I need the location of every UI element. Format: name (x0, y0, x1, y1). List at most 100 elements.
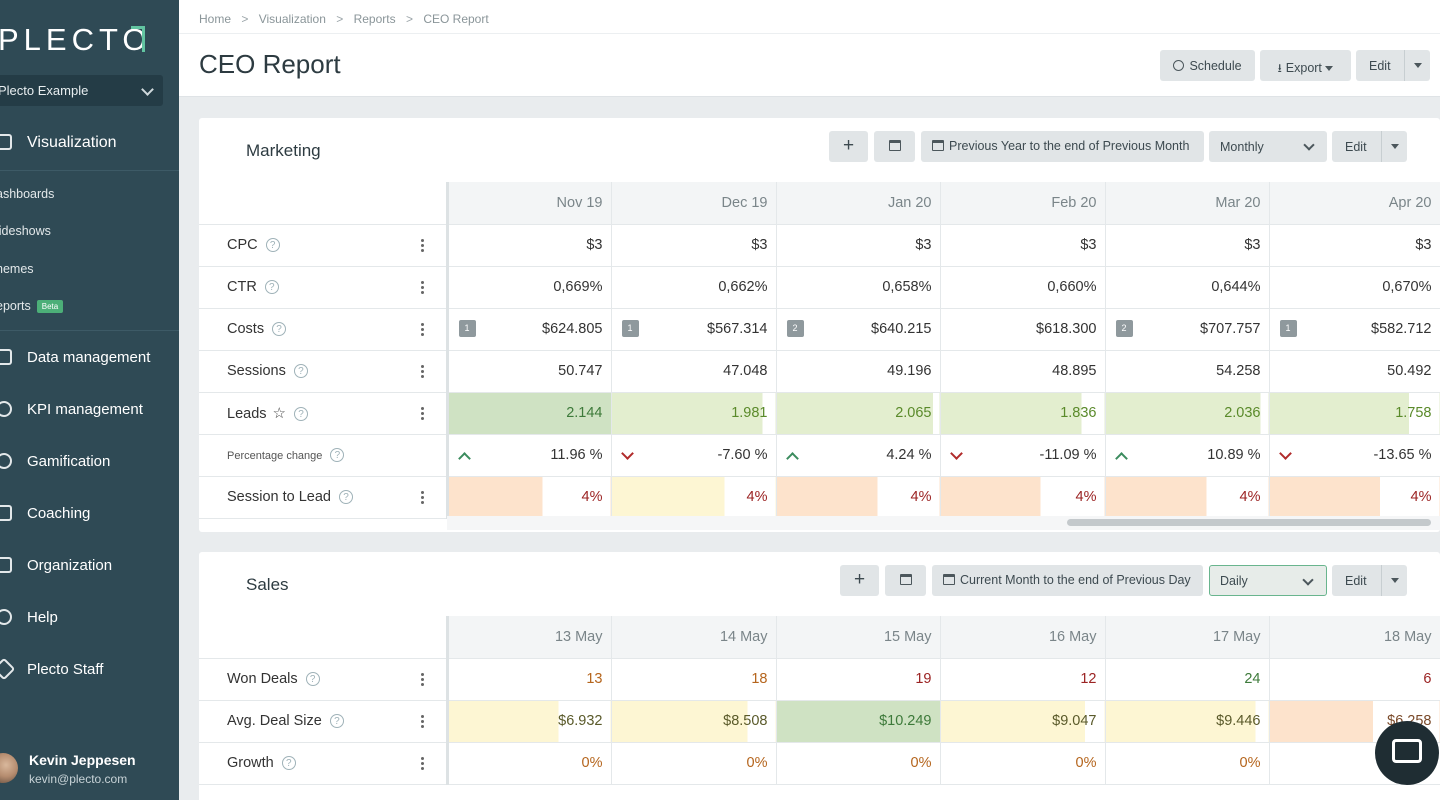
data-cell[interactable]: 4% (1105, 476, 1270, 519)
help-icon[interactable]: ? (329, 714, 344, 728)
data-cell[interactable]: 0,662% (611, 266, 777, 309)
help-icon[interactable]: ? (281, 756, 296, 770)
data-cell[interactable]: 4% (447, 476, 612, 519)
interval-select[interactable]: Monthly (1209, 131, 1327, 162)
nav-data-management[interactable]: Data management (0, 343, 179, 373)
column-header[interactable]: 14 May (611, 616, 777, 659)
data-cell[interactable]: 0,660% (940, 266, 1106, 309)
data-cell[interactable]: 19 (776, 658, 941, 701)
help-icon[interactable]: ? (293, 364, 308, 378)
column-header[interactable]: Jan 20 (776, 182, 941, 225)
data-cell[interactable]: $10.249 (776, 700, 941, 743)
data-cell[interactable]: 2.065 (776, 392, 941, 435)
data-cell[interactable]: 48.895 (940, 350, 1106, 393)
column-header[interactable]: Feb 20 (940, 182, 1106, 225)
data-cell[interactable]: 6 (1269, 658, 1440, 701)
column-header[interactable]: Dec 19 (611, 182, 777, 225)
column-header[interactable]: 17 May (1105, 616, 1270, 659)
data-cell[interactable]: 2.036 (1105, 392, 1270, 435)
nav-plecto-staff[interactable]: Plecto Staff (0, 655, 179, 685)
star-icon[interactable]: ☆ (272, 405, 286, 422)
data-cell[interactable]: 2.144 (447, 392, 612, 435)
data-cell[interactable]: 0,670% (1269, 266, 1440, 309)
data-cell[interactable]: 1 $624.805 (447, 308, 612, 351)
panel-edit-button[interactable]: Edit (1332, 565, 1407, 596)
help-icon[interactable]: ? (264, 280, 279, 294)
report-edit-button[interactable]: Edit (1356, 50, 1430, 81)
data-cell[interactable]: 2 $707.757 (1105, 308, 1270, 351)
help-icon[interactable]: ? (272, 322, 287, 336)
nav-gamification[interactable]: Gamification (0, 447, 179, 477)
period-select[interactable]: Current Month to the end of Previous Day (932, 565, 1203, 596)
calendar-button[interactable] (885, 565, 926, 596)
chat-launcher[interactable] (1375, 721, 1439, 785)
data-cell[interactable]: $3 (611, 224, 777, 267)
data-cell[interactable]: $3 (447, 224, 612, 267)
row-menu-icon[interactable] (420, 280, 424, 296)
data-cell[interactable]: 1.758 (1269, 392, 1440, 435)
data-cell[interactable]: 1.981 (611, 392, 777, 435)
data-cell[interactable]: 18 (611, 658, 777, 701)
help-icon[interactable]: ? (339, 490, 353, 504)
data-cell[interactable]: 4% (611, 476, 777, 519)
export-button[interactable]: ⭳ Export (1260, 50, 1351, 81)
edit-dropdown-toggle[interactable] (1381, 131, 1407, 162)
data-cell[interactable]: 0% (611, 742, 777, 785)
data-cell[interactable]: -7.60 % (611, 434, 777, 477)
data-cell[interactable]: 1 $567.314 (611, 308, 777, 351)
row-menu-icon[interactable] (420, 364, 424, 380)
breadcrumb-visualization[interactable]: Visualization (258, 12, 326, 26)
nav-dashboards[interactable]: ashboards (0, 187, 55, 201)
data-cell[interactable]: -11.09 % (940, 434, 1106, 477)
data-cell[interactable]: -13.65 % (1269, 434, 1440, 477)
data-cell[interactable]: 1.836 (940, 392, 1106, 435)
plecto-logo[interactable]: PLECTO (0, 22, 152, 57)
row-menu-icon[interactable] (420, 490, 424, 506)
help-icon[interactable]: ? (293, 407, 308, 421)
horizontal-scrollbar[interactable] (1067, 519, 1431, 526)
help-icon[interactable]: ? (265, 238, 280, 252)
row-menu-icon[interactable] (420, 322, 424, 338)
data-cell[interactable]: $3 (1105, 224, 1270, 267)
data-cell[interactable]: 4% (940, 476, 1106, 519)
data-cell[interactable]: $9.446 (1105, 700, 1270, 743)
data-cell[interactable]: 0% (447, 742, 612, 785)
data-cell[interactable]: 50.492 (1269, 350, 1440, 393)
data-cell[interactable]: 50.747 (447, 350, 612, 393)
data-cell[interactable]: $618.300 (940, 308, 1106, 351)
data-cell[interactable]: $3 (940, 224, 1106, 267)
data-cell[interactable]: 10.89 % (1105, 434, 1270, 477)
organization-select[interactable]: Plecto Example (0, 75, 163, 106)
nav-coaching[interactable]: Coaching (0, 499, 179, 529)
nav-reports[interactable]: eports Beta (0, 299, 64, 314)
row-menu-icon[interactable] (420, 238, 424, 254)
nav-kpi-management[interactable]: KPI management (0, 395, 179, 425)
panel-edit-button[interactable]: Edit (1332, 131, 1407, 162)
calendar-button[interactable] (874, 131, 915, 162)
nav-organization[interactable]: Organization (0, 551, 179, 581)
data-cell[interactable]: 49.196 (776, 350, 941, 393)
data-cell[interactable]: 0% (776, 742, 941, 785)
data-cell[interactable]: 54.258 (1105, 350, 1270, 393)
data-cell[interactable]: $9.047 (940, 700, 1106, 743)
nav-themes[interactable]: hemes (0, 262, 34, 276)
row-menu-icon[interactable] (420, 672, 424, 688)
data-cell[interactable]: 2 $640.215 (776, 308, 941, 351)
row-menu-icon[interactable] (420, 756, 424, 772)
interval-select[interactable]: Daily (1209, 565, 1327, 596)
data-cell[interactable]: 47.048 (611, 350, 777, 393)
add-button[interactable]: + (840, 565, 879, 596)
data-cell[interactable]: 4% (776, 476, 941, 519)
breadcrumb-home[interactable]: Home (199, 12, 232, 26)
breadcrumb-reports[interactable]: Reports (353, 12, 396, 26)
data-cell[interactable]: $3 (776, 224, 941, 267)
data-cell[interactable]: $6.932 (447, 700, 612, 743)
column-header[interactable]: Mar 20 (1105, 182, 1270, 225)
column-header[interactable]: 18 May (1269, 616, 1440, 659)
column-header[interactable]: 15 May (776, 616, 941, 659)
column-header[interactable]: 16 May (940, 616, 1106, 659)
column-header[interactable]: Nov 19 (447, 182, 612, 225)
data-cell[interactable]: $8.508 (611, 700, 777, 743)
data-cell[interactable]: 11.96 % (447, 434, 612, 477)
data-cell[interactable]: 24 (1105, 658, 1270, 701)
